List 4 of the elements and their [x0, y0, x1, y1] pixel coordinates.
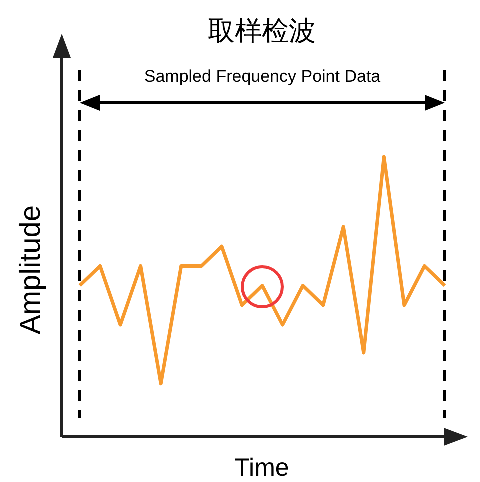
x-axis-title: Time: [234, 454, 290, 482]
y-axis-title: Amplitude: [15, 206, 47, 334]
text: Sampled Frequency Point Data: [144, 67, 382, 86]
chart-title: 取样检波: [208, 16, 316, 46]
